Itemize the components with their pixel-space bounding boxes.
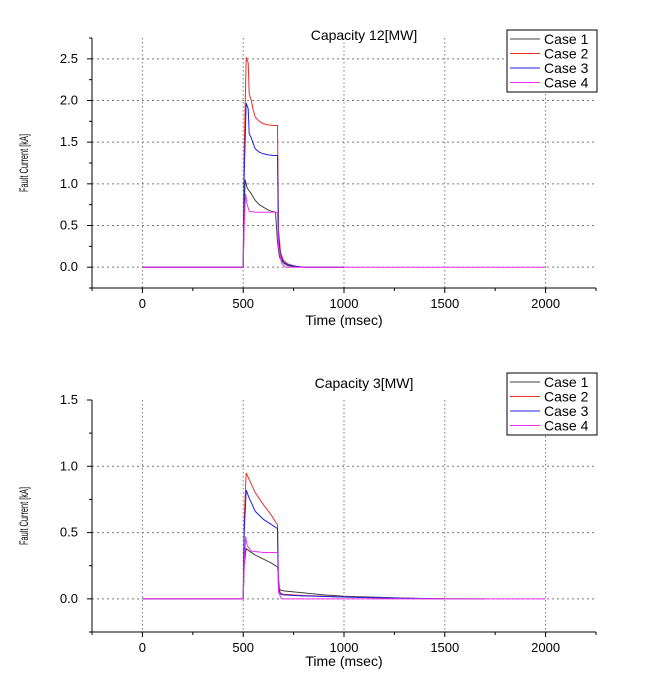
y-axis-label: Fault Current [kA]	[17, 134, 31, 192]
series-line-case-3	[142, 102, 344, 268]
series-line-case-1	[142, 547, 486, 600]
legend-label-case-2: Case 2	[544, 46, 589, 62]
y-tick-label: 0.5	[60, 525, 78, 540]
legend-label-case-1: Case 1	[544, 31, 589, 47]
legend-label-case-4: Case 4	[544, 418, 589, 434]
chart-1: 0 500 1000 1500 2000 0.0 0.5 1.0 1.5 2.0 2.5 Capaci…	[17, 27, 598, 328]
y-tick-label: 1.5	[60, 134, 78, 149]
legend-label-case-4: Case 4	[544, 75, 589, 91]
x-tick-label: 0	[139, 640, 146, 655]
chart-2: 0 500 1000 1500 2000 0.0 0.5 1.0 1.5 Capacity 3[M…	[17, 372, 598, 669]
y-tick-label: 1.0	[60, 176, 78, 191]
x-tick-label: 2000	[531, 296, 560, 311]
legend-label-case-1: Case 1	[544, 374, 589, 390]
y-tick-label: 0.0	[60, 591, 78, 606]
y-axis-label: Fault Current [kA]	[17, 487, 31, 545]
legend-box	[506, 29, 598, 93]
x-tick-label: 500	[232, 640, 254, 655]
legend-box	[506, 372, 598, 436]
y-tick-label: 1.5	[60, 392, 78, 407]
x-axis-label: Time (msec)	[305, 312, 382, 328]
x-tick-label: 0	[139, 296, 146, 311]
x-tick-label: 1000	[330, 640, 359, 655]
x-tick-label: 2000	[531, 640, 560, 655]
legend-label-case-3: Case 3	[544, 60, 589, 76]
x-tick-label: 1500	[430, 296, 459, 311]
series-line-case-2	[142, 57, 344, 268]
y-tick-label: 1.0	[60, 458, 78, 473]
series-line-case-1	[142, 179, 344, 268]
legend-label-case-2: Case 2	[544, 389, 589, 405]
series-line-case-4	[142, 536, 546, 600]
x-tick-label: 1000	[330, 296, 359, 311]
series-line-case-4	[142, 193, 546, 268]
y-tick-label: 2.5	[60, 51, 78, 66]
y-tick-label: 0.0	[60, 259, 78, 274]
legend-label-case-3: Case 3	[544, 403, 589, 419]
x-axis-label: Time (msec)	[305, 653, 382, 669]
x-tick-label: 500	[232, 296, 254, 311]
chart-title: Capacity 3[MW]	[315, 375, 414, 391]
x-tick-label: 1500	[430, 640, 459, 655]
series-line-case-3	[142, 489, 445, 600]
series-line-case-2	[142, 472, 445, 600]
y-tick-label: 2.0	[60, 93, 78, 108]
chart-title: Capacity 12[MW]	[311, 27, 418, 43]
y-tick-label: 0.5	[60, 218, 78, 233]
